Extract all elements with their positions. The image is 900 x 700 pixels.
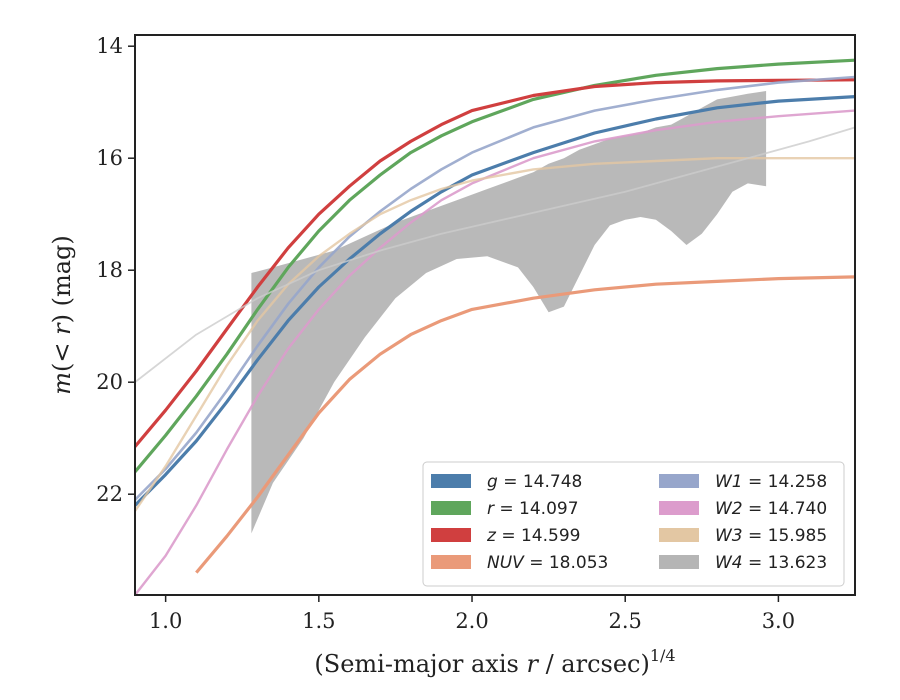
x-tick-label: 2.5 bbox=[609, 609, 642, 633]
legend-band-value: = 14.258 bbox=[743, 472, 828, 492]
y-tick-label: 16 bbox=[96, 146, 123, 170]
legend-band-value: = 14.740 bbox=[743, 499, 828, 519]
legend-swatch-g bbox=[431, 474, 471, 488]
legend-swatch-W1 bbox=[659, 474, 699, 488]
y-axis-label-m: m bbox=[48, 372, 76, 395]
y-tick-label: 20 bbox=[96, 370, 123, 394]
x-axis-label-main: (Semi-major axis bbox=[314, 650, 526, 678]
legend-swatch-NUV bbox=[431, 555, 471, 569]
series-line-W3 bbox=[135, 157, 855, 512]
x-axis-label-var: r bbox=[526, 650, 539, 678]
series-line-NUV bbox=[195, 275, 855, 574]
axis-ticks: 1.0 1.5 2.0 2.5 3.0 14 16 18 20 22 bbox=[96, 34, 795, 633]
series-line-g bbox=[135, 95, 855, 507]
y-tick-label: 18 bbox=[96, 258, 123, 282]
legend-entry-W3: W3 = 15.985 bbox=[659, 526, 827, 546]
series-line-r bbox=[135, 58, 855, 473]
legend-label-W1: W1 = 14.258 bbox=[715, 472, 827, 492]
legend-band-name: r bbox=[487, 499, 495, 519]
y-axis-label: m(< r) (mag) bbox=[48, 235, 76, 395]
axes-frame bbox=[134, 34, 856, 596]
legend-swatch-W4 bbox=[659, 555, 699, 569]
legend-swatch-W3 bbox=[659, 528, 699, 542]
legend-swatch-W2 bbox=[659, 501, 699, 515]
legend-label-NUV: NUV = 18.053 bbox=[487, 553, 608, 573]
legend-band-name: z bbox=[486, 526, 497, 546]
y-axis-label-r: r bbox=[48, 322, 76, 335]
series-line-W4 bbox=[135, 126, 855, 383]
legend-entry-z: z = 14.599 bbox=[431, 526, 580, 546]
legend-band-value: = 14.748 bbox=[498, 472, 583, 492]
legend-box bbox=[422, 461, 845, 587]
legend-entry-r: r = 14.097 bbox=[431, 499, 579, 519]
x-tick-label: 2.0 bbox=[455, 609, 488, 633]
y-axis-label-open: (< bbox=[48, 335, 76, 372]
legend: g = 14.748 W1 = 14.258 r = 14.097 W2 = 14.7… bbox=[422, 461, 845, 587]
x-axis-label: (Semi-major axis r / arcsec)1/4 bbox=[314, 646, 675, 678]
legend-band-value: = 18.053 bbox=[524, 553, 609, 573]
legend-label-W2: W2 = 14.740 bbox=[715, 499, 827, 519]
legend-label-g: g = 14.748 bbox=[487, 472, 582, 492]
legend-label-z: z = 14.599 bbox=[486, 526, 580, 546]
legend-band-value: = 14.097 bbox=[494, 499, 579, 519]
legend-band-value: = 15.985 bbox=[743, 526, 828, 546]
y-axis-label-close: ) (mag) bbox=[48, 235, 76, 323]
legend-entry-W1: W1 = 14.258 bbox=[659, 472, 827, 492]
y-tick-label: 14 bbox=[96, 34, 123, 58]
legend-swatch-r bbox=[431, 501, 471, 515]
legend-band-name: NUV bbox=[487, 553, 525, 573]
legend-label-W4: W4 = 13.623 bbox=[715, 553, 827, 573]
legend-band-name: g bbox=[487, 472, 498, 492]
x-tick-label: 1.5 bbox=[302, 609, 335, 633]
legend-label-W3: W3 = 15.985 bbox=[715, 526, 827, 546]
legend-label-r: r = 14.097 bbox=[487, 499, 579, 519]
x-tick-label: 1.0 bbox=[149, 609, 182, 633]
legend-entry-W2: W2 = 14.740 bbox=[659, 499, 827, 519]
legend-band-name: W3 bbox=[715, 526, 743, 546]
series-band-W4 bbox=[251, 91, 767, 534]
series-line-W1 bbox=[135, 75, 855, 501]
legend-band-name: W1 bbox=[715, 472, 743, 492]
series-line-z bbox=[135, 78, 855, 448]
series-line-W2 bbox=[135, 109, 855, 595]
x-tick-label: 3.0 bbox=[762, 609, 795, 633]
legend-entry-W4: W4 = 13.623 bbox=[659, 553, 827, 573]
legend-band-name: W2 bbox=[715, 499, 743, 519]
legend-entry-g: g = 14.748 bbox=[431, 472, 582, 492]
legend-band-value: = 14.599 bbox=[496, 526, 581, 546]
x-axis-label-rest: / arcsec) bbox=[538, 650, 650, 678]
legend-entry-NUV: NUV = 18.053 bbox=[431, 553, 608, 573]
y-tick-label: 22 bbox=[96, 482, 123, 506]
x-axis-label-exponent: 1/4 bbox=[650, 646, 676, 665]
legend-band-value: = 13.623 bbox=[743, 553, 828, 573]
plot-area bbox=[135, 58, 855, 595]
legend-band-name: W4 bbox=[715, 553, 743, 573]
legend-swatch-z bbox=[431, 528, 471, 542]
